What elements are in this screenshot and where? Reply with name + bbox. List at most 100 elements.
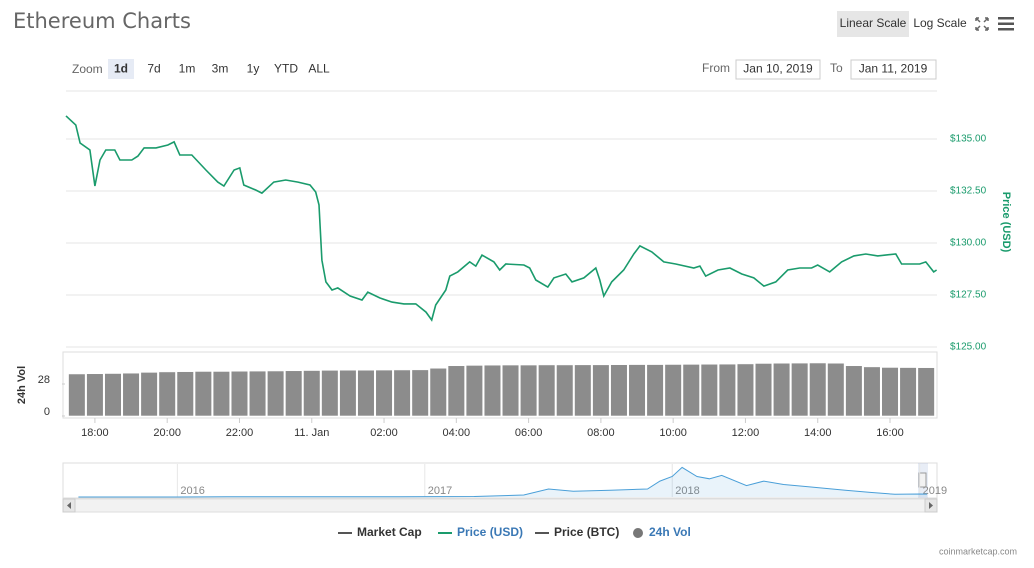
from-label: From [702,61,730,75]
x-tick-label: 16:00 [876,427,904,439]
volume-bar [357,369,375,417]
x-tick-label: 11. Jan [294,427,329,439]
x-tick-label: 10:00 [659,427,687,439]
volume-bar [140,372,158,417]
fullscreen-icon[interactable] [975,17,989,31]
volume-bar [447,365,465,417]
volume-bar [754,363,773,417]
volume-bar [411,369,429,417]
volume-bar [917,367,935,417]
zoom-button[interactable]: YTD [274,62,298,76]
x-tick-label: 14:00 [804,427,832,439]
volume-bar [194,371,212,417]
price-axis-title: Price (USD) [1000,192,1012,253]
scroll-right-arrow [929,502,933,509]
x-tick-label: 12:00 [732,427,760,439]
legend-item[interactable]: Market Cap [357,525,422,539]
log-scale-label[interactable]: Log Scale [913,16,967,30]
volume-bar [375,369,393,417]
x-tick-label: 08:00 [587,427,615,439]
scrollbar-track[interactable] [62,498,938,513]
from-input[interactable] [735,59,821,80]
volume-bar [429,367,447,417]
legend-item[interactable]: Price (USD) [457,525,523,539]
x-tick-label: 20:00 [153,427,181,439]
volume-bar [664,364,682,417]
zoom-button[interactable]: 7d [147,62,160,76]
to-label: To [830,61,843,75]
y-tick-label: $135.00 [950,134,987,145]
y-tick-label: $132.50 [950,186,987,197]
navigator-line [78,466,928,498]
volume-bar [393,369,411,417]
y-tick-label: $130.00 [950,238,987,249]
zoom-button[interactable]: 1y [247,62,260,76]
volume-bar [122,372,140,417]
volume-bar [321,369,339,417]
menu-icon[interactable] [998,17,1014,31]
y-tick-label: 0 [44,406,50,418]
navigator-handle[interactable] [918,472,927,488]
volume-bar [845,365,863,417]
navigator-tick-label: 2018 [675,485,699,497]
volume-bar [881,367,899,417]
x-tick-label: 22:00 [226,427,254,439]
volume-bar [339,369,357,417]
volume-bar [501,364,520,417]
zoom-label: Zoom [72,62,103,76]
volume-bar [465,365,484,417]
volume-bar [285,370,303,417]
volume-bar [809,362,827,417]
legend-symbol[interactable] [633,528,643,538]
volume-bar [556,364,574,417]
to-value[interactable]: Jan 11, 2019 [859,62,928,76]
volume-bar [104,373,122,417]
y-tick-label: $125.00 [950,342,987,353]
volume-bar [592,364,610,417]
x-tick-label: 06:00 [515,427,543,439]
volume-bar [303,370,321,417]
zoom-button[interactable]: 1d [114,62,128,76]
legend-item[interactable]: Price (BTC) [554,525,619,539]
volume-bar [628,364,646,417]
volume-bar [158,371,176,417]
credits[interactable]: coinmarketcap.com [939,546,1017,556]
from-value[interactable]: Jan 10, 2019 [743,62,813,76]
x-tick-label: 18:00 [81,427,109,439]
x-tick-label: 02:00 [370,427,398,439]
linear-scale-label[interactable]: Linear Scale [840,16,907,30]
navigator-border [62,462,938,499]
volume-bar [248,370,267,417]
navigator-tick-label: 2016 [180,485,204,497]
navigator-tick-label: 2017 [428,485,452,497]
zoom-button[interactable]: ALL [308,62,330,76]
linear-scale-button[interactable] [837,11,909,37]
volume-pane-border [62,351,938,419]
volume-axis-title: 24h Vol [16,366,28,404]
volume-bar [736,363,755,417]
volume-bar [176,371,194,417]
navigator-tick-label: 2019 [923,485,947,497]
volume-bar [610,364,628,417]
price-line [65,115,938,322]
volume-bar [772,362,791,417]
volume-bar [86,373,104,417]
page-title: Ethereum Charts [13,9,191,33]
volume-bar [230,370,249,417]
volume-bar [212,371,231,417]
volume-bar [68,373,86,417]
volume-bar [863,366,881,417]
volume-bar [791,362,809,417]
volume-bar [700,363,718,417]
zoom-button[interactable]: 3m [212,62,229,76]
y-tick-label: $127.50 [950,290,987,301]
volume-bar [682,364,700,417]
navigator-area [78,467,928,497]
zoom-button[interactable]: 1m [179,62,196,76]
legend-item[interactable]: 24h Vol [649,525,691,539]
to-input[interactable] [850,59,937,80]
zoom-button-selected[interactable] [108,59,134,79]
volume-bar [538,364,556,417]
